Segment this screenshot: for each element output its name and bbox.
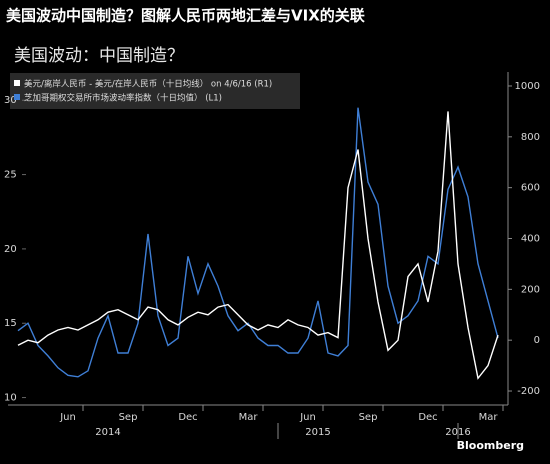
year-label: 2014: [95, 427, 120, 438]
x-tick-label: Dec: [418, 412, 437, 423]
x-tick-label: Sep: [359, 412, 378, 423]
legend-swatch: [14, 80, 20, 86]
x-tick-label: Mar: [239, 412, 259, 423]
y2-tick-label: 1000: [515, 81, 540, 92]
y2-tick-label: 200: [521, 284, 540, 295]
x-tick-label: Jun: [299, 412, 316, 423]
legend-swatch: [14, 94, 20, 100]
year-label: 2015: [305, 427, 330, 438]
y-tick-label: 30: [4, 95, 17, 106]
y-tick-label: 20: [4, 244, 17, 255]
y2-tick-label: 400: [521, 234, 540, 245]
source-logo: Bloomberg: [457, 439, 524, 452]
y-tick-label: 10: [4, 393, 17, 404]
y-tick-label: 25: [4, 170, 17, 181]
y2-tick-label: -200: [517, 386, 540, 397]
x-tick-label: Dec: [178, 412, 197, 423]
y2-tick-label: 0: [534, 335, 540, 346]
series-line: [17, 107, 499, 378]
chart-title: 美国波动：中国制造？: [14, 46, 184, 66]
legend-label: 美元/离岸人民币 - 美元/在岸人民币（十日均线） on 4/6/16 (R1): [24, 79, 272, 90]
legend-box: [10, 73, 300, 109]
x-tick-label: Jun: [59, 412, 76, 423]
x-tick-label: Mar: [479, 412, 499, 423]
x-tick-label: Sep: [119, 412, 138, 423]
y2-tick-label: 600: [521, 183, 540, 194]
page-title: 美国波动中国制造？图解人民币两地汇差与VIX的关联: [6, 7, 366, 25]
y-tick-label: 15: [4, 318, 17, 329]
legend-label: 芝加哥期权交易所市场波动率指数（十日均值） (L1): [24, 93, 222, 104]
series-line: [17, 111, 499, 380]
y2-tick-label: 800: [521, 132, 540, 143]
